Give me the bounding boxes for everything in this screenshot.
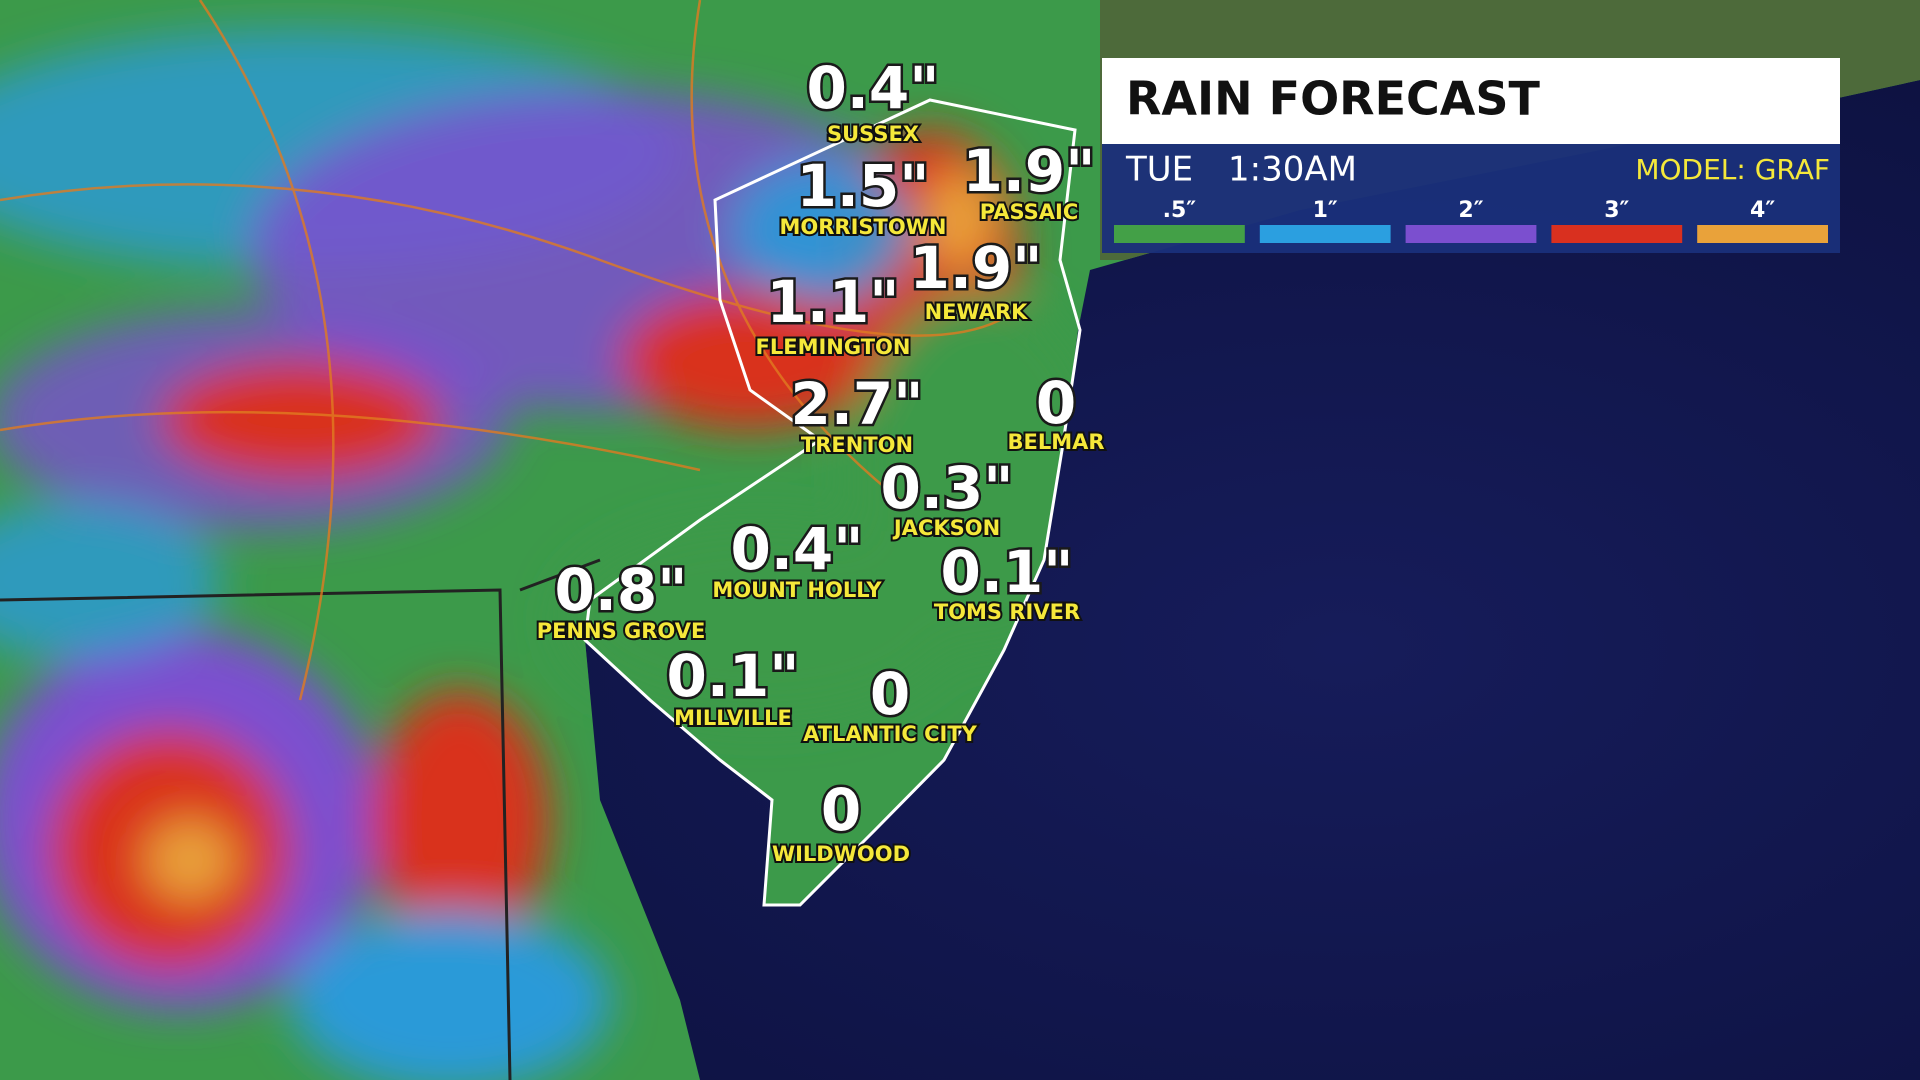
legend-swatch [1551,225,1683,243]
location-name: MOUNT HOLLY [712,578,882,602]
model: MODEL: GRAF [1635,153,1830,186]
rain-amount: 2.7" [791,370,924,438]
location-name: MORRISTOWN [780,215,947,239]
rain-amount: 0.8" [555,556,688,624]
rain-amount: 1.5" [797,152,930,220]
rain-amount: 0.4" [731,515,864,583]
title-box [1102,58,1840,144]
location-name: BELMAR [1007,430,1104,454]
rain-amount: 1.9" [910,234,1043,302]
panel-title: RAIN FORECAST [1126,72,1541,126]
location-name: PENNS GROVE [537,619,706,643]
rain-amount: 0.1" [941,538,1074,606]
rain-amount: 0 [870,660,910,728]
rain-amount: 0.1" [667,642,800,710]
legend-swatch [1405,225,1537,243]
day: TUE [1125,150,1193,190]
legend-label: 3″ [1604,198,1629,223]
location-name: ATLANTIC CITY [803,722,978,746]
legend: .5″ 1″ 2″ 3″ 4″ [1114,198,1828,243]
forecast-panel: RAIN FORECAST TUE 1:30AM MODEL: GRAF .5″… [1102,58,1840,253]
rain-amount: 0.4" [807,54,940,122]
legend-label: 4″ [1750,198,1775,223]
rain-amount: 0.3" [881,454,1014,522]
location-name: PASSAIC [980,200,1079,224]
rain-amount: 1.1" [767,268,900,336]
time: 1:30AM [1228,150,1357,190]
legend-swatch [1114,225,1245,243]
rain-amount: 0 [1036,369,1076,437]
rain-amount: 1.9" [963,137,1096,205]
location-name: FLEMINGTON [756,335,911,359]
legend-swatch [1697,225,1828,243]
location-name: MILLVILLE [674,706,792,730]
nj-outline [583,98,1082,907]
legend-label: 2″ [1458,198,1483,223]
legend-label: 1″ [1313,198,1338,223]
rain-amount: 0 [821,776,861,844]
location-name: NEWARK [925,300,1029,324]
legend-label: .5″ [1163,198,1197,223]
location-labels: 0.4"SUSSEX1.5"MORRISTOWN1.9"PASSAIC1.9"N… [535,52,1107,868]
location-name: TOMS RIVER [934,600,1080,624]
location-name: WILDWOOD [772,842,910,866]
location-name: TRENTON [801,433,913,457]
location-name: JACKSON [892,516,1000,540]
location-name: SUSSEX [827,122,919,146]
legend-swatch [1259,225,1391,243]
